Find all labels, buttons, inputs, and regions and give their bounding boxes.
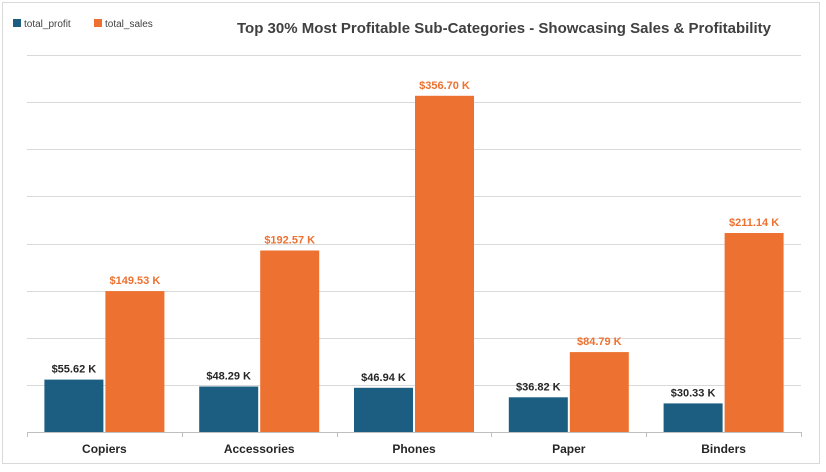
bar-total-sales-copiers bbox=[105, 291, 165, 432]
data-label-total-sales-accessories: $192.57 K bbox=[264, 235, 315, 247]
chart-title: Top 30% Most Profitable Sub-Categories -… bbox=[237, 20, 772, 37]
legend-label-total-profit: total_profit bbox=[24, 19, 71, 30]
data-label-total-sales-phones: $356.70 K bbox=[419, 80, 470, 92]
data-label-total-profit-paper: $36.82 K bbox=[516, 381, 561, 393]
legend: total_profit total_sales bbox=[13, 19, 153, 30]
legend-swatch-total-sales bbox=[94, 19, 102, 27]
bar-total-sales-accessories bbox=[260, 250, 320, 432]
x-tick-labels: Copiers Accessories Phones Paper Binders bbox=[82, 442, 746, 456]
data-label-total-profit-accessories: $48.29 K bbox=[206, 371, 251, 383]
bar-total-sales-paper bbox=[569, 352, 629, 432]
x-tick-label-copiers: Copiers bbox=[82, 442, 127, 456]
legend-label-total-sales: total_sales bbox=[105, 19, 153, 30]
bars bbox=[44, 95, 784, 433]
x-tick-label-accessories: Accessories bbox=[224, 442, 295, 456]
bar-total-sales-binders bbox=[724, 233, 784, 432]
x-tick-label-paper: Paper bbox=[552, 442, 586, 456]
data-label-total-profit-copiers: $55.62 K bbox=[52, 364, 97, 376]
bar-total-sales-phones bbox=[415, 95, 474, 433]
bar-total-profit-phones bbox=[354, 387, 413, 432]
data-label-total-sales-binders: $211.14 K bbox=[729, 217, 779, 229]
x-axis bbox=[27, 432, 802, 437]
chart-svg: $55.62 K $149.53 K $48.29 K $192.57 K $46.94… bbox=[13, 19, 802, 456]
data-labels: $55.62 K $149.53 K $48.29 K $192.57 K $46.94… bbox=[52, 80, 780, 400]
chart-frame: $55.62 K $149.53 K $48.29 K $192.57 K $46.94… bbox=[2, 2, 820, 464]
bar-total-profit-copiers bbox=[44, 379, 104, 432]
x-tick-label-binders: Binders bbox=[701, 442, 746, 456]
bar-total-profit-accessories bbox=[199, 386, 259, 432]
x-tick-label-phones: Phones bbox=[392, 442, 436, 456]
data-label-total-sales-paper: $84.79 K bbox=[577, 336, 622, 348]
legend-swatch-total-profit bbox=[13, 19, 21, 27]
bar-total-profit-paper bbox=[508, 397, 568, 432]
data-label-total-profit-binders: $30.33 K bbox=[671, 387, 716, 399]
data-label-total-profit-phones: $46.94 K bbox=[361, 372, 406, 384]
bar-total-profit-binders bbox=[663, 403, 723, 432]
data-label-total-sales-copiers: $149.53 K bbox=[110, 275, 161, 287]
